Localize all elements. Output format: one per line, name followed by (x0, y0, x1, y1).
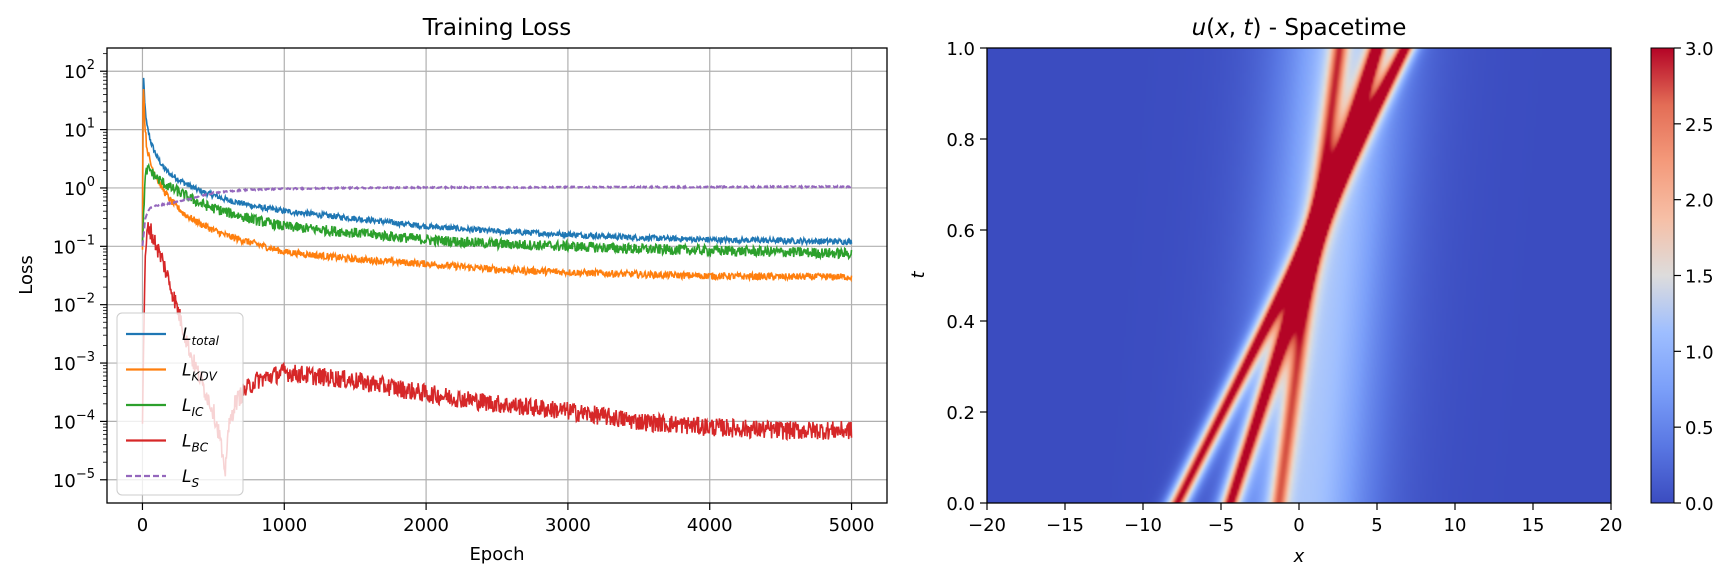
series-line-bc (141, 222, 853, 477)
x-tick-label: 15 (1522, 515, 1545, 536)
training-loss-chart: Training Loss 0 1000 2000 3000 4000 5000 10−5… (16, 15, 888, 565)
y-tick-label: 0.8 (946, 130, 975, 151)
x-tick-label: 10 (1444, 515, 1467, 536)
series-line-kdv (141, 88, 853, 283)
x-tick-label: −20 (968, 515, 1006, 536)
legend: Ltotal LKDV LIC LBC LS (116, 312, 244, 496)
x-tick-label: 5 (1371, 515, 1382, 536)
y-tick-label: 100 (64, 175, 95, 200)
y-tick-label: 101 (64, 117, 95, 142)
colorbar-tick-label: 0.0 (1685, 494, 1714, 515)
y-tick-label: 10−2 (53, 292, 95, 317)
series-line-s (141, 184, 853, 247)
grid (107, 48, 887, 503)
y-axis-label: Loss (16, 255, 37, 294)
x-axis-ticks: −20 −15 −10 −5 0 5 10 15 20 (968, 503, 1622, 536)
x-tick-label: 0 (137, 515, 148, 536)
y-tick-label: 0.0 (946, 494, 975, 515)
x-tick-label: 5000 (829, 515, 875, 536)
colorbar-tick-label: 2.0 (1685, 191, 1714, 212)
heatmap-image (987, 48, 1611, 503)
colorbar (1650, 47, 1675, 504)
colorbar-tick-label: 1.5 (1685, 267, 1714, 288)
plot-frame (106, 47, 888, 504)
legend-entry: Ltotal (182, 325, 220, 348)
x-tick-label: −15 (1046, 515, 1084, 536)
y-tick-label: 10−4 (53, 408, 95, 433)
colorbar-tick-label: 2.5 (1685, 115, 1714, 136)
legend-entry: LS (182, 467, 199, 490)
x-tick-label: −5 (1208, 515, 1235, 536)
x-axis-ticks: 0 1000 2000 3000 4000 5000 (137, 503, 875, 536)
legend-entry: LBC (182, 432, 209, 455)
y-tick-label: 0.2 (946, 403, 975, 424)
legend-box (116, 312, 244, 496)
x-tick-label: 2000 (403, 515, 449, 536)
spacetime-heatmap: u(x, t) - Spacetime −20 −15 −10 −5 0 5 10 15 20 … (908, 15, 1714, 567)
x-tick-label: 1000 (261, 515, 307, 536)
y-tick-label: 10−3 (53, 350, 95, 375)
x-tick-label: −10 (1124, 515, 1162, 536)
legend-entry: LKDV (182, 361, 218, 384)
y-tick-label: 1.0 (946, 39, 975, 60)
chart-title: Training Loss (422, 15, 572, 41)
series-group (141, 77, 853, 477)
series-line-ic (141, 162, 853, 261)
y-tick-label: 0.4 (946, 312, 975, 333)
colorbar-tick-label: 0.5 (1685, 418, 1714, 439)
colorbar-tick-label: 3.0 (1685, 39, 1714, 60)
y-tick-label: 0.6 (946, 221, 975, 242)
x-axis-label: x (1293, 546, 1305, 567)
y-tick-label: 10−5 (53, 467, 95, 492)
heatmap-title: u(x, t) - Spacetime (1192, 15, 1407, 41)
x-tick-label: 4000 (687, 515, 733, 536)
y-axis-ticks: 0.0 0.2 0.4 0.6 0.8 1.0 (946, 39, 987, 515)
colorbar-tick-label: 1.0 (1685, 342, 1714, 363)
x-tick-label: 20 (1600, 515, 1623, 536)
colorbar-ticks: 0.0 0.5 1.0 1.5 2.0 2.5 3.0 (1674, 39, 1714, 515)
y-tick-label: 10−1 (53, 233, 95, 258)
y-axis-ticks: 10−5 10−4 10−3 10−2 10−1 100 101 102 (53, 53, 107, 492)
x-tick-label: 3000 (545, 515, 591, 536)
series-line-total (141, 77, 853, 247)
x-tick-label: 0 (1293, 515, 1304, 536)
y-tick-label: 102 (64, 58, 95, 83)
legend-entry: LIC (182, 396, 204, 419)
y-axis-label: t (908, 271, 929, 279)
x-axis-label: Epoch (469, 544, 524, 565)
